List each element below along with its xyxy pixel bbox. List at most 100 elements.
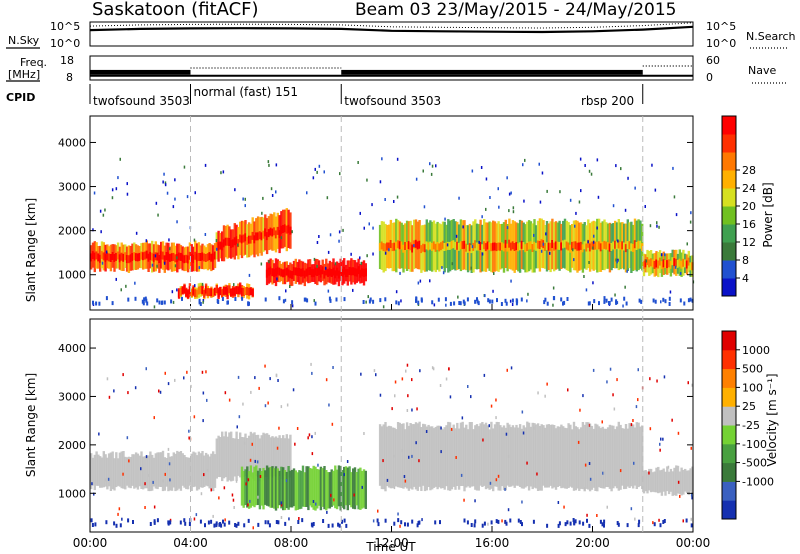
heat-core-1-27 [264,228,267,237]
heat-cell-3-66 [497,422,500,491]
heat-core-0-35 [152,253,156,262]
heat-floor-96 [275,520,278,524]
heat-noise-137 [445,303,447,307]
heat-core-0-29 [142,252,145,261]
heat-floor-69 [546,301,549,306]
heat-cell-1-38 [283,438,287,476]
heat-noise-214 [524,158,526,162]
heat-noise-224 [521,500,523,504]
heat-noise-18 [526,461,528,465]
heat-noise-174 [326,196,329,200]
heat-cell-1-28 [265,433,269,477]
heat-floor-65 [247,301,250,306]
heat-noise-110 [445,377,448,381]
heat-cell-3-17 [409,423,412,489]
heat-noise-32 [99,209,102,213]
heat-cell-3-51 [470,422,473,487]
heat-cell-3-59 [484,422,488,490]
heat-noise-44 [588,261,590,264]
heat-core-4-68 [501,242,504,251]
heat-cell-3-28 [429,426,432,491]
heat-floor-44 [111,301,114,306]
heat-cell-3-114 [583,424,586,492]
heat-noise-249 [311,371,313,375]
heat-core-1-20 [251,231,254,240]
heat-core-4-145 [639,240,642,249]
heat-cell-1-6 [226,436,229,482]
heat-noise-252 [307,436,309,440]
heat-cell-0-20 [125,457,129,486]
heat-floor-1 [625,301,628,306]
heat-cell-0-32 [147,455,150,492]
heat-cell-0-45 [170,456,174,491]
heat-noise-2 [575,211,577,215]
heat-noise-225 [574,224,576,228]
heat-noise-63 [280,503,283,507]
heat-noise-116 [495,398,497,402]
ytick-label-0: 1000 [58,487,86,500]
heat-noise-197 [418,459,420,463]
heat-noise-175 [480,166,483,169]
heat-core-4-130 [612,241,615,250]
heat-core-1-2 [219,241,222,250]
heat-noise-109 [346,460,349,463]
time-axis-label: Time UT [365,540,416,554]
heat-cell-1-33 [274,436,278,477]
heat-cell-1-21 [253,432,256,481]
heat-core-5-8 [657,260,660,269]
heat-core-4-16 [407,241,411,250]
heat-core-3-43 [343,266,346,275]
heat-noise-16 [440,450,442,454]
heat-noise-182 [238,415,241,419]
heat-floor-106 [167,520,170,525]
heat-floor-62 [687,298,690,303]
heat-cell-2-38 [308,468,312,506]
heat-cell-3-107 [571,429,574,488]
heat-cell-0-50 [179,451,183,491]
heat-core-3-45 [346,269,349,277]
heat-core-4-29 [431,242,434,251]
heat-noise-22 [601,420,603,424]
heat-core-5-15 [669,260,673,269]
heat-noise-234 [620,167,622,171]
heat-noise-81 [559,190,561,194]
heat-floor-72 [297,520,300,524]
heat-cell-3-98 [554,428,558,490]
heat-noise-64 [298,517,300,520]
heat-noise-1 [401,377,404,381]
heat-noise-194 [127,391,129,395]
heat-floor-87 [543,300,546,305]
heat-core-4-114 [583,241,586,250]
heat-cell-2-69 [364,470,367,509]
heat-floor-116 [578,520,581,525]
heat-core-0-62 [201,252,204,261]
heat-noise-19 [275,190,277,194]
heat-noise-207 [586,513,588,517]
heat-cell-3-60 [486,425,489,489]
heat-noise-134 [588,423,591,427]
heat-floor-13 [668,302,671,306]
heat-floor-39 [397,301,400,306]
heat-noise-92 [244,197,246,201]
heat-cell-3-13 [402,423,405,489]
heat-core-0-54 [186,255,190,264]
heat-floor-27 [416,523,419,528]
heat-noise-27 [111,188,114,192]
heat-noise-198 [467,385,469,388]
heat-cell-3-84 [529,426,533,487]
heat-cell-3-108 [572,421,576,491]
heat-cell-0-42 [165,457,168,487]
heat-noise-235 [100,230,102,234]
heat-cell-0-37 [156,452,159,490]
heat-cell-0-46 [172,452,175,488]
heat-core-4-123 [599,243,603,252]
heat-core-3-15 [292,267,296,275]
heat-noise-208 [195,513,198,517]
heat-core-4-67 [499,242,502,251]
heat-core-2-18 [210,288,213,297]
heat-cell-3-88 [536,423,540,491]
heat-cell-0-43 [167,452,170,492]
heat-floor-87 [113,521,116,526]
